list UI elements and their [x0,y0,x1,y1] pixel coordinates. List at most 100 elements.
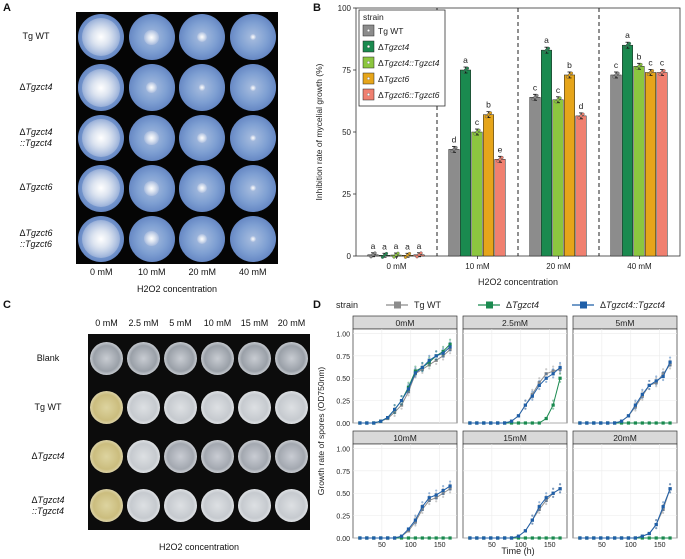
series-marker [496,536,500,540]
series-marker [647,531,651,536]
replicate-point [545,380,548,383]
x-axis-title: H2O2 concentration [478,277,558,287]
panel-d-letter: D [313,299,321,311]
replicate-point [428,356,431,359]
replicate-point [442,495,445,498]
culture-well [164,489,197,522]
legend-marker [580,301,587,309]
replicate-point [524,399,527,402]
replicate-point [435,500,438,503]
series-marker [434,354,438,358]
legend-title: strain [336,300,358,310]
replicate-point [384,251,389,256]
legend: strain Tg WT ΔTgzct4 ΔTgzct4::Tgzct4 [336,300,665,310]
series-marker [613,421,617,425]
replicate-point [465,66,470,70]
series-marker [558,365,562,370]
replicate-point [662,69,666,73]
legend-swatch-dot [367,29,370,32]
replicate-point [428,500,431,503]
replicate-point [531,514,534,517]
replicate-point [641,390,644,393]
facet-frame [352,328,458,424]
replicate-point [421,509,424,512]
series-marker [599,536,603,540]
replicate-point [565,75,570,79]
panel-a-row-label-name: Tg WT [22,31,50,42]
series-marker [599,421,603,425]
bar [541,49,552,257]
bar [448,149,460,257]
replicate-point [393,403,396,407]
replicate-point [648,70,653,75]
replicate-point [648,379,651,383]
culture-well [164,342,197,375]
series-marker [647,383,651,387]
series-marker [530,518,534,522]
significance-letter: a [394,241,399,251]
replicate-point [421,363,424,366]
legend-title: strain [363,12,384,22]
series-marker [399,534,404,538]
series-marker [523,421,527,425]
x-tick-label: 50 [598,542,606,549]
series-marker [434,496,438,500]
replicate-point [435,350,438,353]
panel-c-column-label: 0 mM [95,318,118,328]
series-marker [413,518,417,522]
replicate-point [448,352,452,355]
series-marker [496,421,500,425]
series-marker [606,421,610,425]
series-marker [420,365,424,370]
replicate-point [531,514,534,517]
series-marker [558,536,562,540]
series-marker [406,390,411,394]
mycelial-colony [144,231,160,247]
panel-a-column-label: 0 mM [90,267,113,277]
culture-well [90,489,123,522]
replicate-point [623,45,628,49]
panel-c-column-label: 20 mM [277,318,306,328]
replicate-point [421,371,424,374]
significance-letter: a [405,241,410,251]
petri-plate [78,64,125,111]
replicate-point [662,501,665,504]
facet-label: 2.5mM [502,318,528,328]
petri-plate [78,165,125,212]
series-marker [626,536,631,540]
significance-letter: a [417,241,422,251]
panel-a-row-label: ΔTgzct6 [2,182,70,193]
series-marker [661,507,665,511]
series-marker [661,372,665,376]
panel-c-row-label: Tg WT [14,402,82,413]
series-marker [537,536,541,540]
x-tick-label: 150 [654,542,666,549]
replicate-point [556,98,560,102]
x-tick-label: 100 [515,542,527,549]
series-marker [544,498,548,502]
replicate-point [477,128,481,132]
x-tick-label: 40 mM [627,262,652,271]
panel-a-row-label: Tg WT [2,31,70,42]
replicate-point [393,412,396,415]
panel-a-column-label: 40 mM [238,267,267,277]
series-marker [668,360,672,364]
y-tick-label: 25 [342,190,351,199]
replicate-point [558,96,562,100]
culture-well [275,440,308,473]
replicate-point [531,398,534,401]
bar [610,74,622,257]
panel-a-row-label-name: Tgzct4 [25,81,53,92]
petri-plate [179,64,226,111]
series-marker [606,536,610,540]
replicate-point [524,399,527,402]
x-tick-label: 0 mM [387,262,407,271]
panel-c-row-label: ΔTgzct4::Tgzct4 [14,495,82,517]
mycelial-colony [82,169,121,208]
series-marker [537,421,541,425]
legend-swatch-dot [367,93,370,96]
replicate-point [382,253,387,257]
panel-c-row-label-name: Tgzct4 [37,494,65,505]
mycelial-colony [249,134,256,141]
